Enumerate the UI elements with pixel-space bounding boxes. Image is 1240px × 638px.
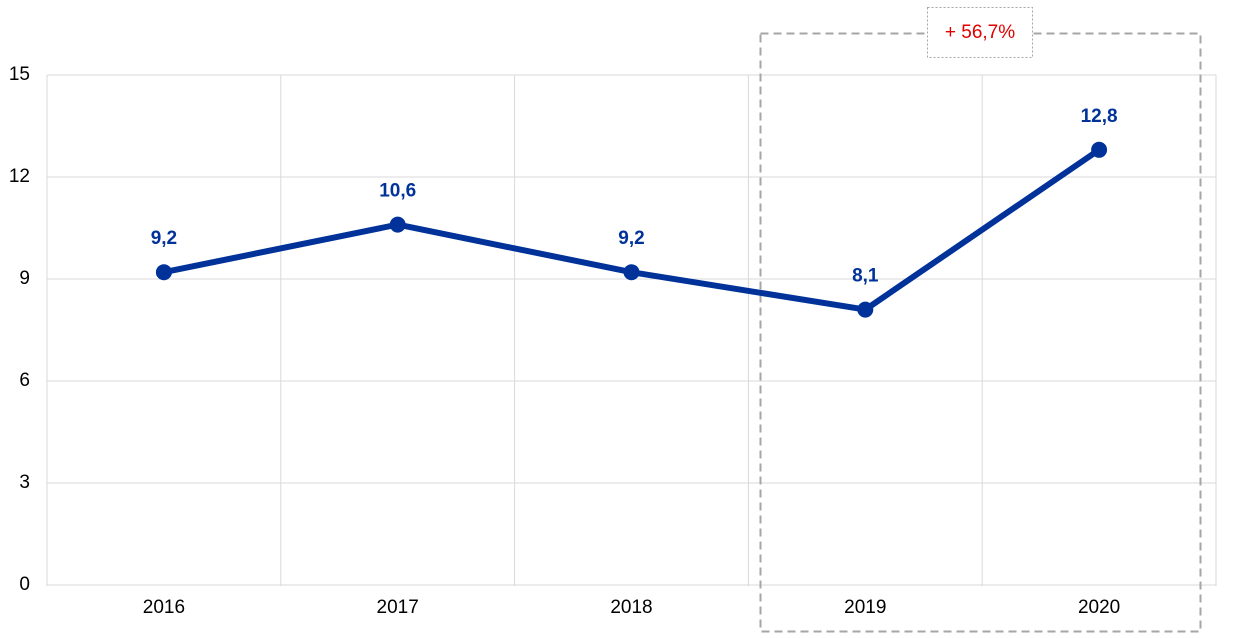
value-label: 9,2: [151, 228, 177, 249]
point: [155, 264, 172, 281]
annotation-box: [927, 7, 1033, 58]
y-tick-label: 12: [9, 166, 30, 187]
x-tick-label: 2019: [844, 597, 886, 618]
point: [389, 216, 406, 233]
y-tick-label: 3: [19, 472, 30, 493]
x-tick-label: 2020: [1078, 597, 1120, 618]
value-label: 10,6: [379, 181, 416, 202]
value-label: 9,2: [618, 228, 644, 249]
y-tick-label: 0: [19, 574, 30, 595]
point: [623, 264, 640, 281]
y-tick-label: 9: [19, 268, 30, 289]
y-tick-label: 6: [19, 370, 30, 391]
value-label: 12,8: [1081, 106, 1118, 127]
x-tick-label: 2016: [143, 597, 185, 618]
x-tick-label: 2017: [377, 597, 419, 618]
highlight-box: [759, 32, 1202, 633]
annotation: + 56,7%: [945, 22, 1015, 43]
y-tick-label: 15: [9, 64, 30, 85]
value-label: 8,1: [852, 266, 879, 287]
x-tick-label: 2018: [610, 597, 652, 618]
point: [1091, 141, 1108, 158]
point: [857, 301, 874, 318]
